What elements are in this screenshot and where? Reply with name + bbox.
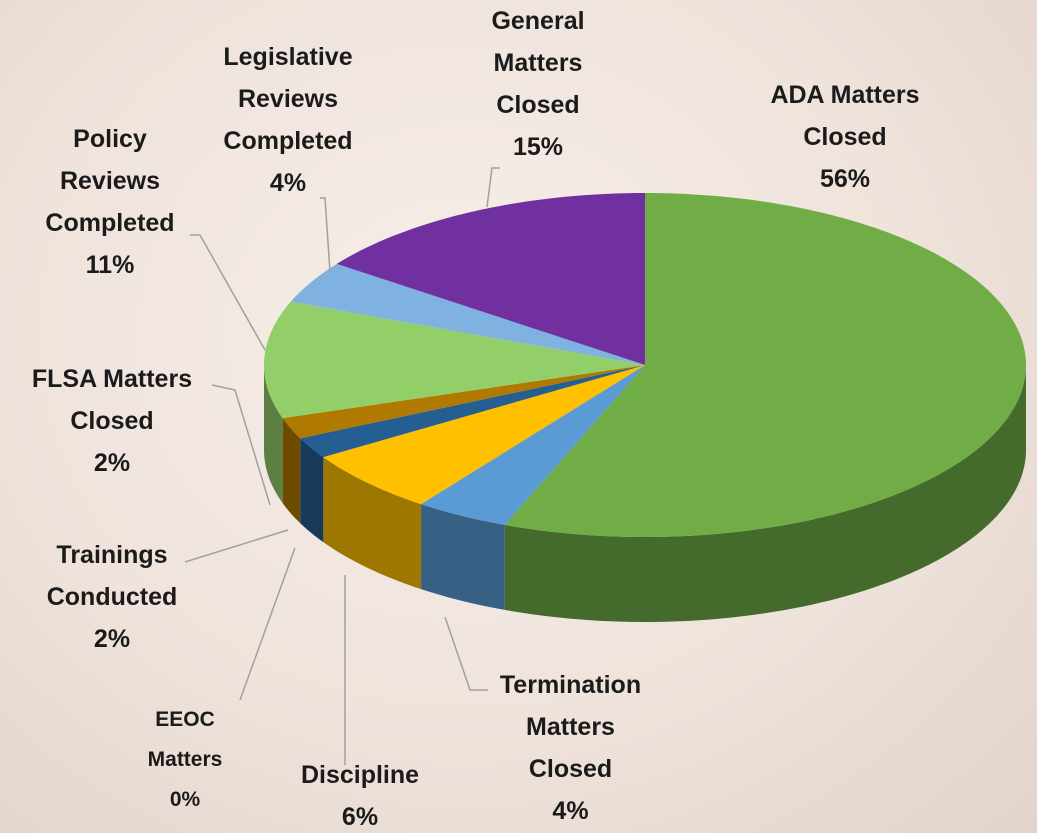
slice-side	[264, 365, 283, 504]
category-label: EEOC Matters	[147, 708, 223, 771]
slice-top	[421, 365, 645, 525]
slice	[421, 365, 645, 525]
slice	[323, 365, 645, 505]
leader-line	[320, 197, 331, 273]
slice-top	[504, 193, 1026, 537]
data-label: Policy Reviews Completed 11%	[35, 118, 185, 286]
category-label: Trainings Conducted	[46, 541, 178, 611]
slice-side	[282, 418, 301, 524]
leader-lines	[184, 167, 500, 765]
data-label: Discipline 6%	[260, 754, 460, 833]
data-label: Termination Matters Closed 4%	[488, 664, 653, 832]
slice-wall	[504, 365, 1027, 622]
leader-line	[211, 384, 271, 506]
leader-line	[486, 167, 500, 208]
data-label: ADA Matters Closed 56%	[745, 74, 945, 200]
slice-top	[264, 301, 645, 419]
leader-line	[239, 547, 296, 701]
slice	[300, 365, 645, 458]
slice-side	[300, 438, 324, 543]
leader-line	[444, 616, 488, 691]
value-label: 0%	[169, 788, 201, 811]
slice-side	[421, 504, 505, 610]
slice	[290, 263, 645, 365]
slice-top	[323, 365, 645, 505]
slice-wall	[282, 418, 301, 524]
category-label: General Matters Closed	[491, 7, 585, 119]
data-label: General Matters Closed 15%	[468, 0, 608, 168]
slice-side	[323, 457, 422, 590]
value-label: 4%	[552, 797, 589, 825]
value-label: 15%	[512, 133, 564, 161]
category-label: Discipline	[300, 761, 420, 789]
slice-wall	[323, 457, 422, 590]
value-label: 6%	[341, 803, 379, 831]
slice-wall	[264, 365, 283, 504]
sides	[264, 365, 1027, 622]
slice	[504, 193, 1026, 537]
slice-top	[336, 193, 645, 365]
data-label: FLSA Matters Closed 2%	[12, 358, 212, 484]
slice-side	[504, 365, 1027, 622]
slice	[282, 365, 645, 439]
category-label: ADA Matters Closed	[770, 81, 920, 151]
category-label: Policy Reviews Completed	[45, 125, 175, 237]
value-label: 4%	[269, 169, 307, 197]
slice-wall	[421, 504, 505, 610]
value-label: 56%	[819, 165, 871, 193]
slice-top	[290, 263, 645, 365]
category-label: Termination Matters Closed	[499, 671, 642, 783]
slice	[264, 301, 645, 419]
slice-top	[300, 365, 645, 458]
slice-wall	[300, 438, 324, 543]
data-label: Legislative Reviews Completed 4%	[203, 36, 373, 204]
value-label: 2%	[93, 625, 131, 653]
slice-top	[282, 365, 645, 439]
data-label: EEOC Matters 0%	[135, 700, 235, 820]
value-label: 2%	[93, 449, 131, 477]
category-label: Legislative Reviews Completed	[223, 43, 353, 155]
leader-line	[190, 234, 266, 351]
value-label: 11%	[85, 251, 135, 279]
tops	[264, 193, 1026, 537]
category-label: FLSA Matters Closed	[31, 365, 193, 435]
data-label: Trainings Conducted 2%	[32, 534, 192, 660]
leader-line	[184, 529, 289, 563]
slice	[336, 193, 645, 365]
